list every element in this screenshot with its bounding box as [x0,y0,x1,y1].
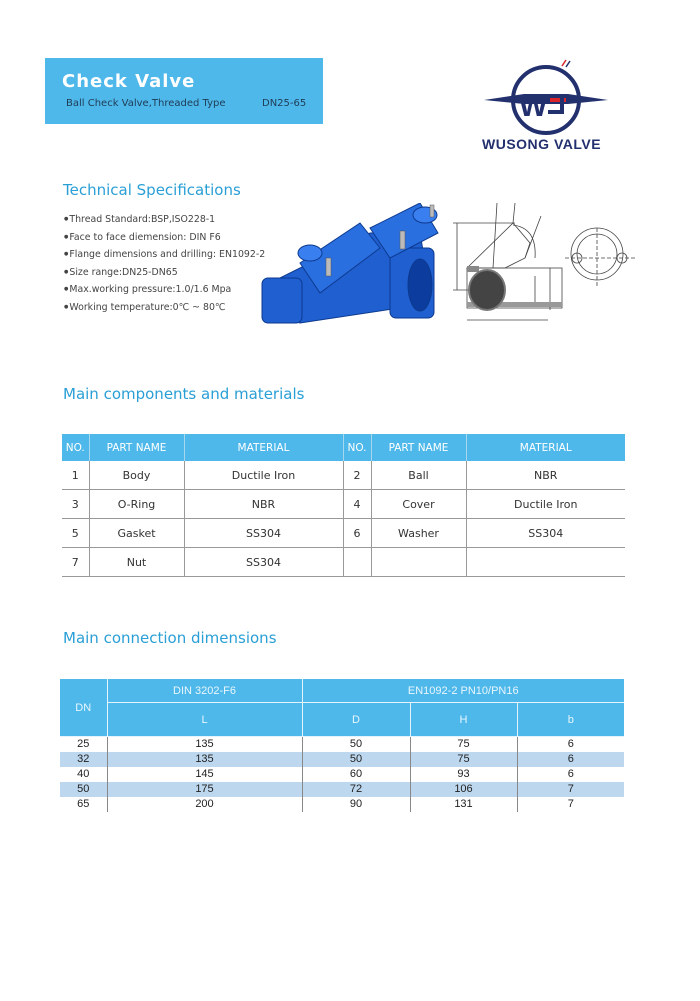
column-header: H [410,702,518,737]
table-row: 50 175 72 106 7 [60,782,624,797]
table-cell: Ball [371,461,467,490]
valve-photo-icon [261,203,439,324]
table-cell: SS304 [184,547,344,577]
table-cell: 135 [107,736,303,752]
title-banner: Check Valve Ball Check Valve,Threaded Ty… [45,58,323,124]
table-cell: 32 [60,752,108,767]
valve-section-drawing-icon [453,202,635,321]
table-cell: 65 [60,797,108,812]
table-cell: 2 [343,461,372,490]
table-cell: 131 [410,797,518,812]
column-header: NO. [343,434,372,461]
table-cell: 6 [567,738,574,750]
table-cell: NBR [184,489,344,519]
table-cell: 72 [302,782,411,797]
table-cell: 106 [410,782,518,797]
spec-item: Flange dimensions and drilling: EN1092-2 [64,246,265,264]
column-header: MATERIAL [466,434,625,461]
column-header: PART NAME [89,434,185,461]
table-cell: 75 [410,752,518,767]
table-cell: 3 [62,489,90,519]
table-cell [466,547,625,577]
table-cell: O-Ring [89,489,185,519]
table-cell: 6 [343,518,372,548]
table-cell: 135 [107,752,303,767]
table-cell: Ductile Iron [466,489,625,519]
table-subheader-row: L D H b [60,702,624,737]
brand-name: WUSONG VALVE [482,136,602,152]
table-cell: 50 [302,752,411,767]
page-subtitle: Ball Check Valve,Threaded Type [66,98,226,109]
column-header: NO. [62,434,90,461]
table-row: 40 145 60 93 6 [60,767,624,782]
table-cell: 5 [62,518,90,548]
table-cell: Body [89,461,185,490]
dimensions-table: DN DIN 3202-F6 EN1092-2 PN10/PN16 L D H … [60,679,624,812]
table-cell: 50 [302,736,411,752]
components-table: NO. PART NAME MATERIAL NO. PART NAME MAT… [62,434,625,577]
specs-heading: Technical Specifications [63,181,241,199]
column-header: PART NAME [371,434,467,461]
table-cell: 7 [567,798,574,810]
table-cell: 25 [60,736,108,752]
spec-item: Working temperature:0℃ ~ 80℃ [64,299,265,317]
table-cell: 90 [302,797,411,812]
page-title: Check Valve [62,71,196,92]
table-row: 32 135 50 75 6 [60,752,624,767]
table-row: 1 Body Ductile Iron 2 Ball NBR [62,461,625,490]
table-cell [371,547,467,577]
dimensions-heading: Main connection dimensions [63,629,277,647]
table-cell: Gasket [89,518,185,548]
table-cell: 7 [62,547,90,577]
table-cell: 40 [60,767,108,782]
table-cell: Ductile Iron [184,461,344,490]
column-header-din: DIN 3202-F6 [107,679,303,703]
table-row: 65 200 90 131 7 [60,797,624,812]
table-header-row: DN DIN 3202-F6 EN1092-2 PN10/PN16 [60,679,624,737]
svg-text:W: W [519,90,548,123]
table-cell: 4 [343,489,372,519]
components-heading: Main components and materials [63,385,305,403]
table-cell: 60 [302,767,411,782]
table-cell: 6 [567,768,574,780]
spec-item: Size range:DN25-DN65 [64,264,265,282]
column-header-dn: DN [60,679,108,737]
specs-list: Thread Standard:BSP,ISO228-1 Face to fac… [64,211,265,317]
table-cell: 93 [410,767,518,782]
table-header-row: NO. PART NAME MATERIAL NO. PART NAME MAT… [62,434,625,461]
spec-item: Face to face diemension: DIN F6 [64,229,265,247]
table-row: 25 135 50 75 6 [60,736,624,752]
table-cell: 6 [517,752,624,767]
table-cell: NBR [466,461,625,490]
column-header: D [302,702,411,737]
column-header: MATERIAL [184,434,344,461]
table-cell: 75 [410,736,518,752]
table-cell: SS304 [184,518,344,548]
spec-item: Thread Standard:BSP,ISO228-1 [64,211,265,229]
table-cell: 175 [107,782,303,797]
table-cell: Nut [89,547,185,577]
column-header: L [107,702,303,737]
table-cell: Washer [371,518,467,548]
table-cell: 200 [107,797,303,812]
table-cell: SS304 [466,518,625,548]
table-cell: 1 [62,461,90,490]
table-row: 3 O-Ring NBR 4 Cover Ductile Iron [62,489,625,519]
wusong-logo-icon: W [484,59,608,135]
table-row: 7 Nut SS304 [62,547,625,577]
table-cell: 50 [60,782,108,797]
table-cell: Cover [371,489,467,519]
column-header-en: EN1092-2 PN10/PN16 [302,679,624,703]
column-header: b [517,702,624,737]
table-cell: 145 [107,767,303,782]
size-range: DN25-65 [262,98,307,109]
table-cell [343,547,372,577]
spec-item: Max.working pressure:1.0/1.6 Mpa [64,281,265,299]
table-row: 5 Gasket SS304 6 Washer SS304 [62,518,625,548]
table-cell: 7 [517,782,624,797]
